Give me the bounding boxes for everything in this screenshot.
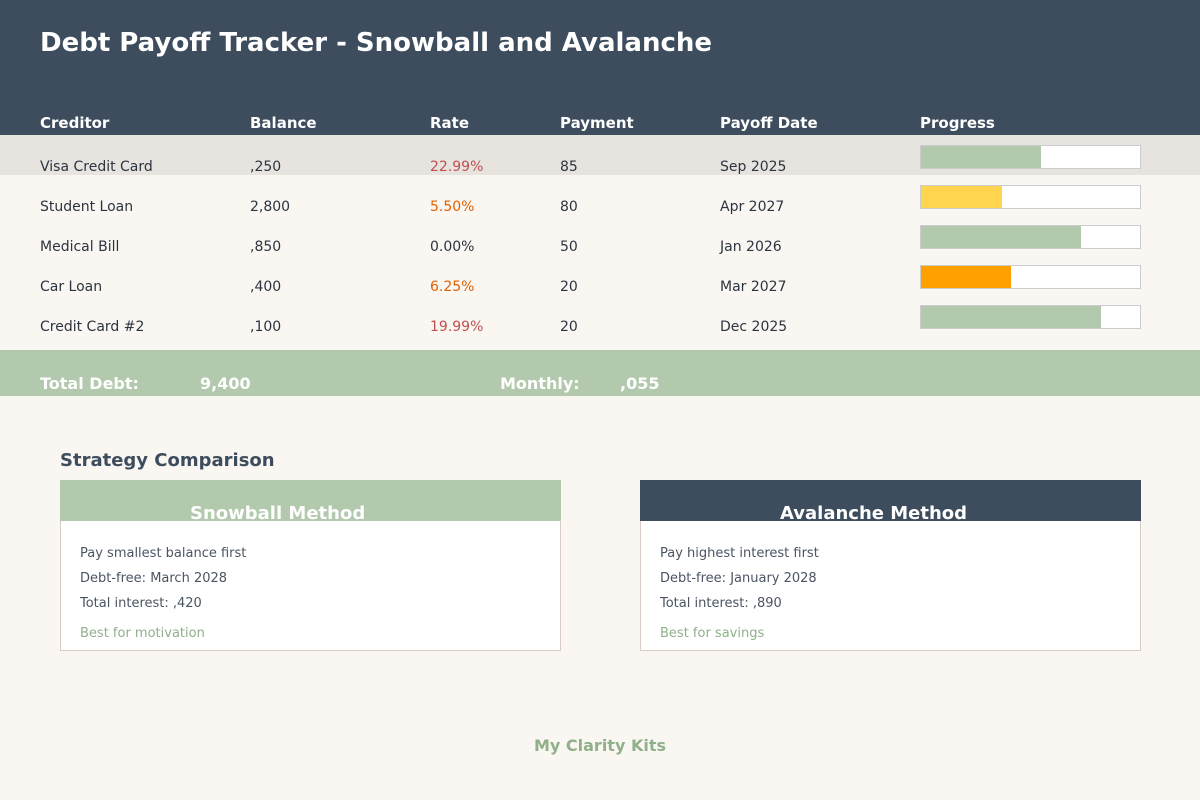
column-header-progress: Progress <box>920 114 995 132</box>
table-row[interactable]: Visa Credit Card ,250 22.99% 85 Sep 2025 <box>0 135 1200 175</box>
balance-cell: 2,800 <box>250 199 291 215</box>
progress-bar <box>920 145 1141 169</box>
payment-cell: 85 <box>560 159 578 175</box>
avalanche-card-header: Avalanche Method <box>640 480 1141 524</box>
balance-cell: ,250 <box>250 159 282 175</box>
balance-cell: ,850 <box>250 239 282 255</box>
avalanche-total-interest: Total interest: ,890 <box>660 596 782 611</box>
progress-fill <box>921 146 1042 168</box>
column-header-rate: Rate <box>430 114 470 132</box>
creditor-cell: Car Loan <box>40 279 103 295</box>
table-row[interactable]: Student Loan 2,800 5.50% 80 Apr 2027 <box>0 175 1200 215</box>
rate-cell: 19.99% <box>430 319 484 335</box>
column-header-payoff-date: Payoff Date <box>720 114 818 132</box>
table-row[interactable]: Medical Bill ,850 0.00% 50 Jan 2026 <box>0 215 1200 255</box>
payment-cell: 50 <box>560 239 578 255</box>
progress-bar <box>920 225 1141 249</box>
totals-bar: Total Debt: 9,400 Monthly: ,055 <box>0 350 1200 396</box>
snowball-debt-free-date: Debt-free: March 2028 <box>80 571 228 586</box>
progress-bar <box>920 265 1141 289</box>
column-header-balance: Balance <box>250 114 317 132</box>
payoff-date-cell: Dec 2025 <box>720 319 788 335</box>
progress-bar <box>920 305 1141 329</box>
rate-cell: 6.25% <box>430 279 475 295</box>
progress-fill <box>921 306 1101 328</box>
payoff-date-cell: Apr 2027 <box>720 199 785 215</box>
snowball-card: Snowball Method Pay smallest balance fir… <box>60 480 561 651</box>
brand-footer: My Clarity Kits <box>533 736 667 755</box>
avalanche-debt-free-date: Debt-free: January 2028 <box>660 571 817 586</box>
payoff-date-cell: Mar 2027 <box>720 279 787 295</box>
table-row[interactable]: Car Loan ,400 6.25% 20 Mar 2027 <box>0 255 1200 295</box>
page-title: Debt Payoff Tracker - Snowball and Avala… <box>40 28 713 58</box>
table-row[interactable]: Credit Card #2 ,100 19.99% 20 Dec 2025 <box>0 295 1200 335</box>
snowball-card-title: Snowball Method <box>190 503 366 524</box>
payment-cell: 20 <box>560 319 578 335</box>
monthly-value: ,055 <box>620 374 660 393</box>
progress-fill <box>921 266 1011 288</box>
balance-cell: ,100 <box>250 319 282 335</box>
progress-fill <box>921 186 1003 208</box>
avalanche-card: Avalanche Method Pay highest interest fi… <box>640 480 1141 651</box>
monthly-label: Monthly: <box>500 374 580 393</box>
rate-cell: 5.50% <box>430 199 475 215</box>
payoff-date-cell: Sep 2025 <box>720 159 787 175</box>
progress-bar <box>920 185 1141 209</box>
strategy-section-title: Strategy Comparison <box>60 450 275 471</box>
creditor-cell: Medical Bill <box>40 239 120 255</box>
payoff-date-cell: Jan 2026 <box>720 239 782 255</box>
snowball-description: Pay smallest balance first <box>80 546 247 561</box>
progress-fill <box>921 226 1081 248</box>
snowball-card-header: Snowball Method <box>60 480 561 524</box>
column-header-payment: Payment <box>560 114 634 132</box>
snowball-total-interest: Total interest: ,420 <box>80 596 202 611</box>
creditor-cell: Visa Credit Card <box>40 159 153 175</box>
total-debt-label: Total Debt: <box>40 374 139 393</box>
creditor-cell: Credit Card #2 <box>40 319 145 335</box>
payment-cell: 80 <box>560 199 578 215</box>
page-header: Debt Payoff Tracker - Snowball and Avala… <box>0 0 1200 135</box>
total-debt-value: 9,400 <box>200 374 251 393</box>
column-header-creditor: Creditor <box>40 114 110 132</box>
rate-cell: 22.99% <box>430 159 484 175</box>
creditor-cell: Student Loan <box>40 199 134 215</box>
avalanche-description: Pay highest interest first <box>660 546 819 561</box>
avalanche-card-title: Avalanche Method <box>780 503 968 524</box>
snowball-note: Best for motivation <box>80 626 205 641</box>
balance-cell: ,400 <box>250 279 282 295</box>
avalanche-note: Best for savings <box>660 626 765 641</box>
rate-cell: 0.00% <box>430 239 475 255</box>
payment-cell: 20 <box>560 279 578 295</box>
